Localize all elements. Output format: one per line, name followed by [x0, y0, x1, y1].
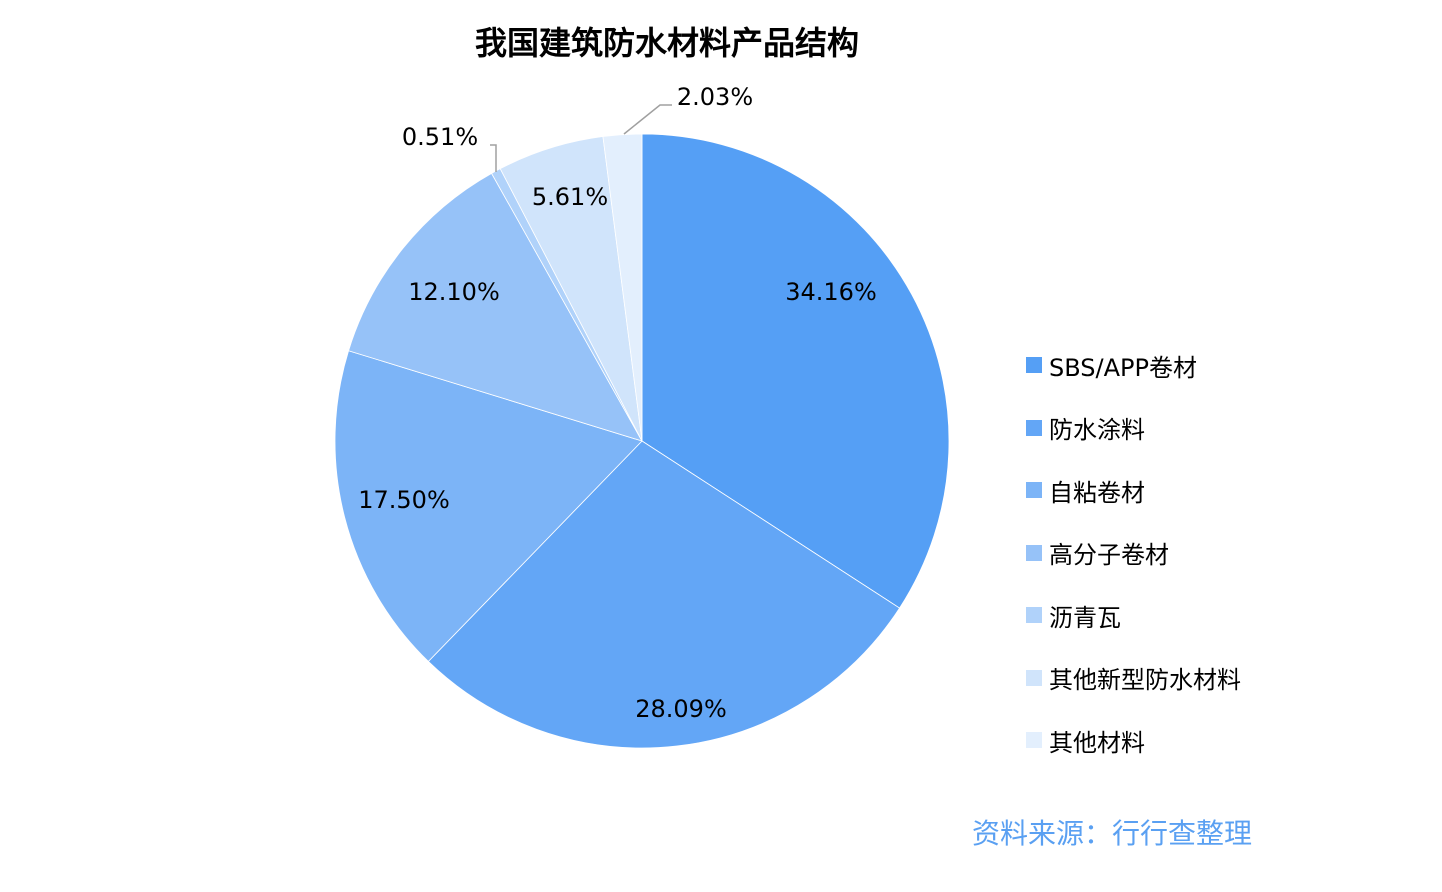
legend-label: 其他新型防水材料: [1049, 666, 1241, 695]
leader-line: [623, 104, 672, 135]
legend-swatch: [1026, 482, 1042, 499]
pie-slice: [641, 133, 950, 609]
data-label: 2.03%: [677, 83, 753, 111]
legend-swatch: [1026, 357, 1042, 374]
legend-swatch: [1026, 607, 1042, 624]
legend-swatch: [1026, 544, 1042, 561]
pie-slice: [348, 172, 643, 442]
data-label: 5.61%: [532, 183, 608, 211]
legend-item: SBS/APP卷材: [1026, 334, 1241, 397]
legend-item: 其他材料: [1026, 709, 1241, 772]
pie-slice: [334, 350, 643, 663]
data-label: 12.10%: [408, 278, 500, 306]
legend-label: 其他材料: [1049, 728, 1145, 757]
legend-item: 自粘卷材: [1026, 459, 1241, 522]
data-label: 28.09%: [635, 695, 727, 723]
source-note: 资料来源：行行查整理: [972, 817, 1253, 850]
legend-swatch: [1026, 669, 1042, 686]
data-label: 34.16%: [785, 278, 877, 306]
legend-label: 自粘卷材: [1049, 478, 1145, 507]
legend-label: 高分子卷材: [1049, 541, 1169, 570]
legend-label: SBS/APP卷材: [1049, 353, 1197, 382]
leader-line: [490, 144, 497, 172]
legend-label: 防水涂料: [1049, 416, 1145, 445]
legend-item: 沥青瓦: [1026, 584, 1241, 647]
chart-title: 我国建筑防水材料产品结构: [474, 24, 859, 62]
pie-slice: [427, 440, 901, 749]
data-label: 0.51%: [402, 123, 478, 151]
legend: SBS/APP卷材 防水涂料 自粘卷材 高分子卷材 沥青瓦 其他新型防水材料 其…: [1026, 334, 1241, 772]
legend-item: 防水涂料: [1026, 397, 1241, 460]
legend-swatch: [1026, 419, 1042, 436]
legend-item: 其他新型防水材料: [1026, 647, 1241, 710]
legend-item: 高分子卷材: [1026, 522, 1241, 585]
pie-slice: [602, 133, 643, 442]
data-label: 17.50%: [358, 486, 450, 514]
legend-label: 沥青瓦: [1049, 603, 1121, 632]
legend-swatch: [1026, 732, 1042, 749]
